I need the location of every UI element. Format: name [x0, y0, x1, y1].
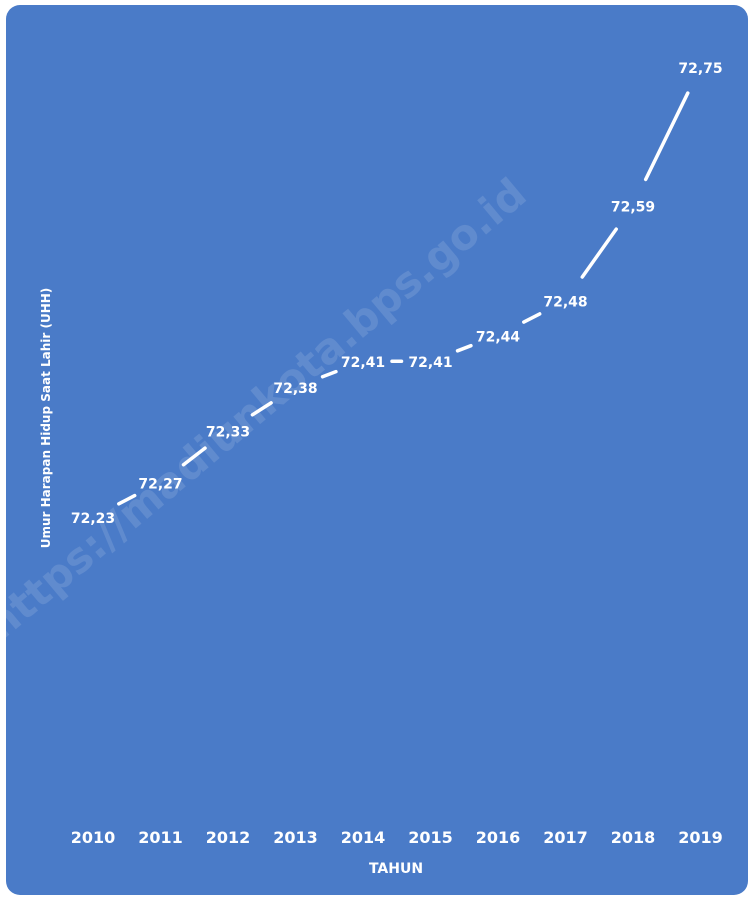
data-labels: 72,23 72,27 72,33 72,38 72,41 72,41 72,44 72,48… [71, 61, 723, 527]
x-tick-2017: 2017 [543, 828, 588, 847]
data-label-2014: 72,41 [341, 355, 385, 371]
line-segment-2013-2014 [320, 369, 338, 379]
series-line [117, 91, 690, 506]
line-segment-2015-2016 [455, 343, 473, 353]
chart-panel [6, 5, 748, 895]
data-label-2011: 72,27 [138, 476, 182, 492]
drop-lines [92, 87, 702, 800]
x-tick-2011: 2011 [138, 828, 183, 847]
data-label-2010: 72,23 [71, 511, 115, 527]
x-axis-label: TAHUN [369, 861, 423, 877]
data-label-2012: 72,33 [206, 424, 250, 440]
x-tick-2013: 2013 [273, 828, 318, 847]
watermark: https://madiunkota.bps.go.id [0, 169, 535, 650]
data-label-2015: 72,41 [408, 355, 452, 371]
data-label-2018: 72,59 [611, 199, 655, 215]
x-tick-2014: 2014 [341, 828, 386, 847]
x-tick-labels: 2010 2011 2012 2013 2014 2015 2016 2017 2018 2019 [71, 828, 723, 847]
x-tick-2019: 2019 [678, 828, 723, 847]
line-segment-2012-2013 [250, 401, 273, 417]
line-segment-2011-2012 [181, 446, 207, 467]
x-tick-2015: 2015 [408, 828, 453, 847]
data-label-2017: 72,48 [543, 295, 587, 311]
data-label-2013: 72,38 [273, 381, 317, 397]
data-label-2016: 72,44 [476, 329, 521, 345]
x-tick-2016: 2016 [476, 828, 521, 847]
x-tick-2012: 2012 [206, 828, 251, 847]
line-segment-2010-2011 [117, 493, 137, 506]
x-tick-2010: 2010 [71, 828, 116, 847]
line-segment-2017-2018 [580, 227, 618, 279]
line-segment-2016-2017 [522, 312, 542, 324]
x-tick-2018: 2018 [611, 828, 656, 847]
line-segment-2018-2019 [643, 91, 690, 182]
data-label-2019: 72,75 [678, 61, 722, 77]
y-axis-label: Umur Harapan Hidup Saat Lahir (UHH) [39, 288, 53, 549]
